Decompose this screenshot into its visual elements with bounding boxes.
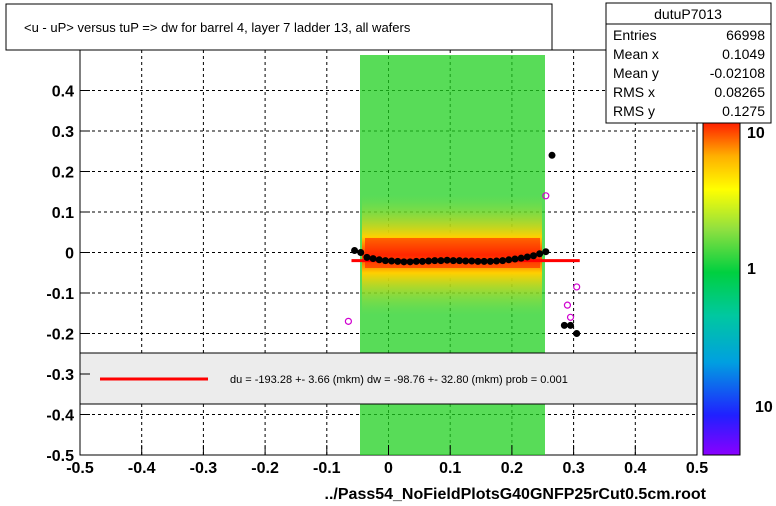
y-tick-label: -0.2 bbox=[46, 327, 74, 344]
y-tick-label: -0.1 bbox=[46, 286, 74, 303]
black-profile-point bbox=[400, 258, 408, 266]
black-profile-point bbox=[492, 257, 500, 265]
x-tick-label: 0 bbox=[384, 460, 393, 477]
stats-value: 0.08265 bbox=[714, 84, 765, 100]
y-tick-label: -0.5 bbox=[46, 448, 74, 465]
black-profile-point bbox=[431, 257, 439, 265]
black-profile-point bbox=[536, 250, 544, 258]
y-tick-label: 0.1 bbox=[52, 205, 74, 222]
black-profile-point bbox=[486, 257, 494, 265]
black-profile-point bbox=[351, 246, 359, 254]
stats-label: Entries bbox=[613, 27, 657, 43]
y-tick-label: -0.3 bbox=[46, 367, 74, 384]
colorbar-label-mid: 1 bbox=[747, 261, 756, 278]
footer-filename: ../Pass54_NoFieldPlotsG40GNFP25rCut0.5cm… bbox=[325, 486, 707, 503]
stats-label: Mean y bbox=[613, 65, 659, 81]
y-tick-label: 0 bbox=[65, 246, 74, 263]
plot-title: <u - uP> versus tuP => dw for barrel 4, … bbox=[24, 20, 411, 35]
stats-name: dutuP7013 bbox=[654, 6, 722, 22]
black-profile-point bbox=[567, 321, 575, 329]
black-profile-point bbox=[418, 257, 426, 265]
magenta-profile-point bbox=[344, 317, 352, 325]
black-profile-point bbox=[412, 257, 420, 265]
stats-box bbox=[605, 2, 772, 124]
black-profile-point bbox=[406, 258, 414, 266]
black-profile-point bbox=[480, 257, 488, 265]
black-profile-point bbox=[363, 253, 371, 261]
x-axis: -0.5 -0.4 -0.3 -0.2 -0.1 0 0.1 0.2 0.3 0.4 0.5 bbox=[66, 445, 708, 477]
black-profile-point bbox=[455, 257, 463, 265]
x-tick-label: 0.1 bbox=[439, 460, 461, 477]
x-tick-label: -0.1 bbox=[313, 460, 341, 477]
stats-label: Mean x bbox=[613, 46, 659, 62]
stats-label: RMS x bbox=[613, 84, 655, 100]
colorbar-label-bottom: 10 bbox=[755, 399, 773, 416]
stats-value: -0.02108 bbox=[710, 65, 765, 81]
black-profile-point bbox=[357, 249, 365, 256]
stats-rows: Entries 66998 Mean x 0.1049 Mean y -0.02108 RM… bbox=[613, 27, 765, 119]
black-profile-point bbox=[468, 257, 476, 265]
black-profile-point bbox=[523, 253, 531, 261]
x-tick-label: -0.3 bbox=[190, 460, 218, 477]
y-tick-label: -0.4 bbox=[46, 408, 74, 425]
profile-markers bbox=[344, 151, 581, 337]
black-profile-point bbox=[425, 257, 433, 265]
x-tick-label: -0.2 bbox=[251, 460, 279, 477]
black-profile-point bbox=[560, 321, 568, 329]
black-profile-point bbox=[437, 257, 445, 265]
black-profile-point bbox=[443, 256, 451, 264]
colorbar-label-top: 10 bbox=[747, 125, 765, 142]
black-profile-point bbox=[388, 257, 396, 265]
y-tick-label: 0.4 bbox=[52, 84, 74, 101]
y-tick-label: 0.3 bbox=[52, 124, 74, 141]
x-tick-label: -0.5 bbox=[66, 460, 94, 477]
black-profile-point bbox=[529, 252, 537, 260]
magenta-profile-point bbox=[542, 192, 550, 200]
magenta-profile-point bbox=[563, 301, 572, 309]
title-box bbox=[5, 3, 553, 51]
black-profile-point bbox=[474, 257, 482, 265]
black-profile-point bbox=[573, 330, 581, 337]
black-profile-point bbox=[462, 257, 470, 265]
x-tick-label: 0.5 bbox=[686, 460, 708, 477]
color-bar bbox=[702, 122, 741, 456]
black-profile-point bbox=[381, 257, 389, 265]
stats-label: RMS y bbox=[613, 103, 655, 119]
black-profile-point bbox=[394, 257, 402, 265]
black-profile-point bbox=[505, 256, 513, 264]
black-profile-point bbox=[548, 151, 556, 159]
black-profile-point bbox=[542, 248, 550, 256]
black-profile-point bbox=[499, 257, 507, 265]
y-axis: -0.5 -0.4 -0.3 -0.2 -0.1 0 0.1 0.2 0.3 0.4 bbox=[46, 84, 90, 465]
black-profile-point bbox=[517, 254, 525, 262]
black-profile-point bbox=[511, 255, 519, 263]
stats-value: 0.1275 bbox=[722, 103, 765, 119]
x-tick-label: 0.4 bbox=[624, 460, 646, 477]
black-profile-point bbox=[369, 255, 377, 263]
magenta-profile-point bbox=[566, 313, 575, 321]
x-tick-label: 0.3 bbox=[562, 460, 584, 477]
magenta-profile-point bbox=[573, 283, 581, 291]
black-profile-point bbox=[375, 256, 383, 264]
black-profile-point bbox=[449, 257, 457, 265]
fit-legend-text: du = -193.28 +- 3.66 (mkm) dw = -98.76 +… bbox=[230, 374, 568, 386]
x-tick-label: 0.2 bbox=[501, 460, 523, 477]
x-tick-label: -0.4 bbox=[128, 460, 156, 477]
stats-value: 0.1049 bbox=[722, 46, 765, 62]
stats-value: 66998 bbox=[726, 27, 765, 43]
y-tick-label: 0.2 bbox=[52, 165, 74, 182]
